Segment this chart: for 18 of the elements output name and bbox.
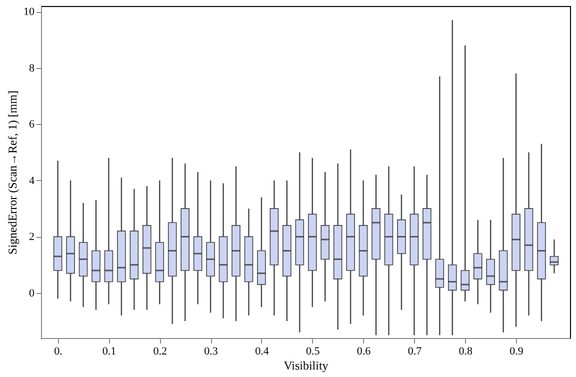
x-tick-label: 0.2 <box>153 346 168 358</box>
x-tick-label: 0.6 <box>356 346 372 358</box>
x-tick-label: 0. <box>54 346 63 358</box>
y-tick-label: 6 <box>29 118 35 131</box>
x-tick-label: 0.1 <box>102 346 116 358</box>
x-tick-label: 0.9 <box>510 346 524 358</box>
y-axis-title: SignedError (Scan→Ref, 1) [mm] <box>6 90 20 254</box>
x-axis-title: Visibility <box>284 358 328 372</box>
x-tick-label: 0.8 <box>458 346 473 358</box>
x-tick-label: 0.5 <box>306 346 320 358</box>
x-tick-label: 0.4 <box>255 346 270 358</box>
y-tick-label: 0 <box>29 287 35 300</box>
y-tick-label: 2 <box>29 231 34 244</box>
y-tick-label: 8 <box>29 62 35 74</box>
x-tick-label: 0.3 <box>204 346 218 358</box>
y-tick-label: 10 <box>24 6 35 18</box>
y-tick-label: 4 <box>29 174 35 187</box>
x-tick-label: 0.7 <box>408 346 422 358</box>
